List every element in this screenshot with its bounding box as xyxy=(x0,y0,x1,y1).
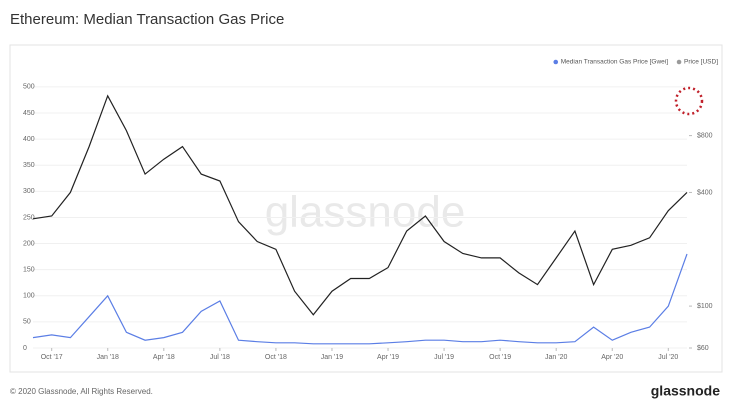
plot-area: 0 50 100 150 200 250 300 350 400 450 500 $60 $100 $40… xyxy=(23,59,718,361)
x-tick-label: Apr '19 xyxy=(377,354,399,361)
y-tick-label: 100 xyxy=(23,293,35,300)
watermark: glassnode xyxy=(265,188,466,237)
x-tick-label: Apr '20 xyxy=(601,354,623,361)
footer: © 2020 Glassnode, All Rights Reserved. xyxy=(10,387,153,396)
series-line xyxy=(32,94,688,316)
y-tick-label: 300 xyxy=(23,188,35,195)
x-tick-label: Jan '18 xyxy=(97,354,119,361)
x-tick-label: Apr '18 xyxy=(153,354,175,361)
y-tick-label: 50 xyxy=(23,319,31,326)
brand: glassnode xyxy=(651,383,720,399)
y-tick-label: 500 xyxy=(23,84,35,91)
chart-frame xyxy=(9,44,723,373)
x-tick-label: Oct '17 xyxy=(41,354,63,361)
x-tick-label: Jul '19 xyxy=(434,354,454,361)
legend-label: Price [USD] xyxy=(684,59,718,66)
x-tick-label: Jul '18 xyxy=(210,354,230,361)
x-tick-label: Jan '20 xyxy=(545,354,567,361)
series-line xyxy=(32,253,688,345)
y2-tick-label: $60 xyxy=(697,345,709,352)
x-tick-label: Oct '18 xyxy=(265,354,287,361)
x-tick-label: Jan '19 xyxy=(321,354,343,361)
legend-label: Median Transaction Gas Price [Gwei] xyxy=(561,59,668,66)
y-tick-label: 150 xyxy=(23,267,35,274)
chart-title: Ethereum: Median Transaction Gas Price xyxy=(10,11,284,28)
y-tick-label: 0 xyxy=(23,345,27,352)
y2-tick-label: $400 xyxy=(697,189,713,196)
y-tick-label: 200 xyxy=(23,240,35,247)
legend-swatch xyxy=(676,59,682,65)
legend-swatch xyxy=(553,59,559,65)
x-tick-label: Oct '19 xyxy=(489,354,511,361)
y-tick-label: 450 xyxy=(23,110,35,117)
y-tick-label: 250 xyxy=(23,214,35,221)
y2-tick-label: $800 xyxy=(697,132,713,139)
y-tick-label: 400 xyxy=(23,136,35,143)
y2-tick-label: $100 xyxy=(697,303,713,310)
y-tick-label: 350 xyxy=(23,162,35,169)
highlight-circle xyxy=(674,86,704,116)
x-tick-label: Jul '20 xyxy=(658,354,678,361)
